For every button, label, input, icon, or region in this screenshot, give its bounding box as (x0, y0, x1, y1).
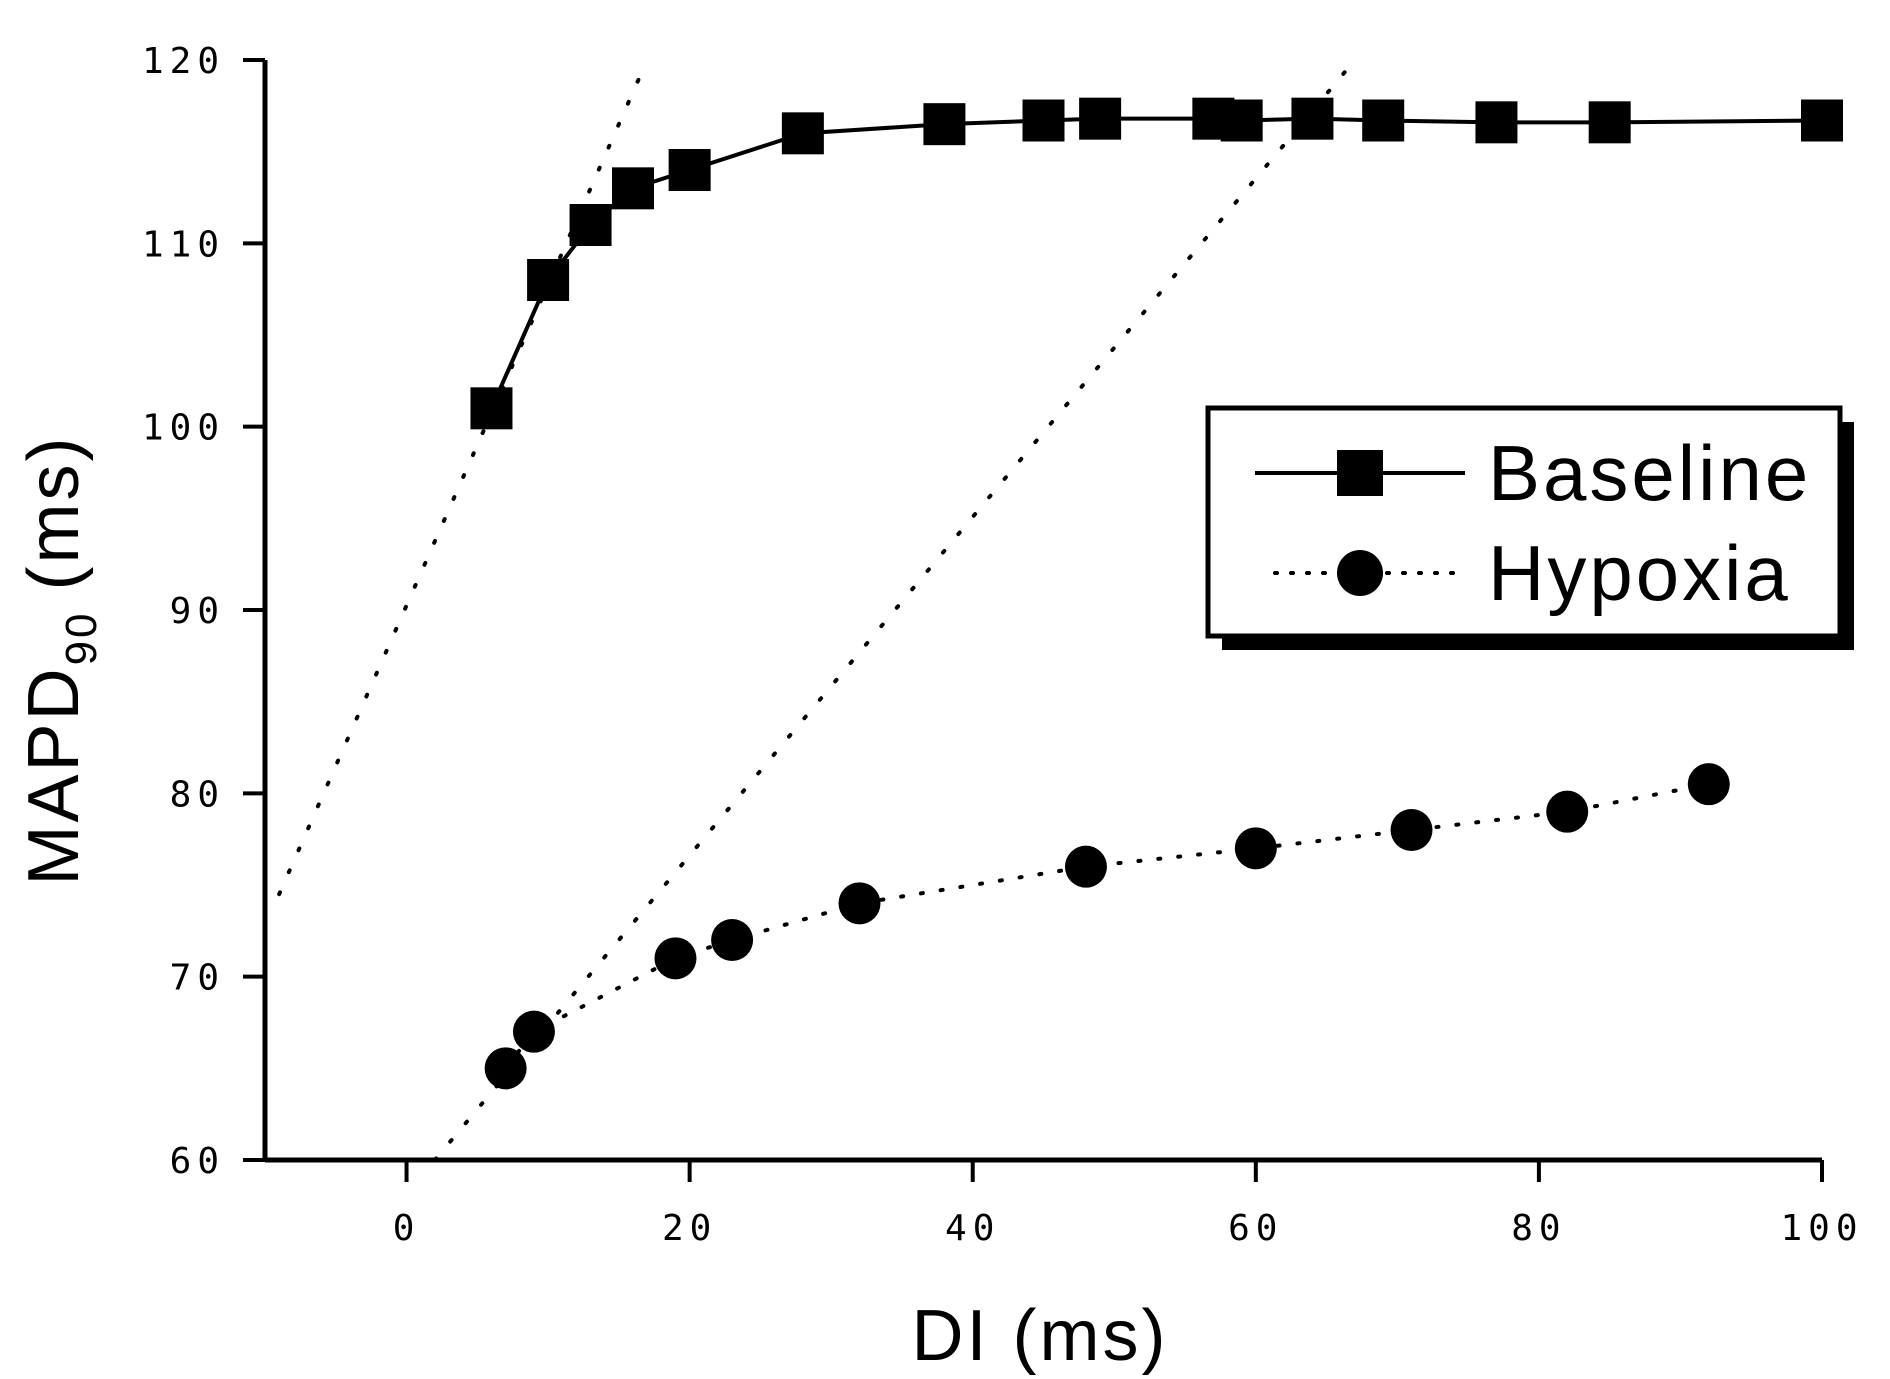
data-point (1390, 809, 1433, 851)
data-point (612, 167, 655, 210)
x-tick-label: 20 (662, 1208, 717, 1249)
y-tick-label: 100 (142, 408, 225, 449)
data-point (569, 204, 612, 246)
data-point (668, 149, 711, 191)
data-point (1291, 97, 1334, 140)
data-point (1362, 99, 1405, 142)
y-axis-title-main: MAPD (14, 665, 94, 885)
y-axis-title: MAPD90 (ms) (14, 435, 106, 886)
legend-hypoxia-label: Hypoxia (1488, 529, 1791, 617)
y-tick-label: 120 (142, 41, 225, 82)
data-point (512, 1010, 555, 1053)
data-point (1475, 101, 1518, 144)
data-point (923, 103, 966, 146)
y-tick-label: 60 (170, 1141, 225, 1182)
data-point (1588, 101, 1631, 144)
data-point (781, 112, 824, 155)
data-point (1234, 827, 1277, 870)
series-hypoxia (484, 763, 1730, 1090)
legend-baseline-label: Baseline (1488, 429, 1811, 517)
data-point (1546, 790, 1589, 833)
y-tick-label: 110 (142, 224, 225, 265)
svg-text:MAPD90(ms): MAPD90 (ms) (14, 435, 106, 886)
y-axis-title-unit: (ms) (14, 435, 94, 591)
series-line (489, 116, 1823, 410)
tangent-line (277, 58, 650, 897)
tangent-line (432, 58, 1357, 1162)
y-tick-label: 90 (170, 591, 225, 632)
series-baseline (470, 97, 1843, 430)
data-point (484, 1047, 527, 1090)
x-tick-label: 80 (1511, 1208, 1566, 1249)
y-axis-title-subscript: 90 (57, 610, 106, 665)
y-tick-label: 80 (170, 774, 225, 815)
data-point (838, 882, 881, 925)
x-ticks: 0 20 40 60 80 100 (393, 1160, 1863, 1249)
data-point (1022, 99, 1065, 142)
legend-hypoxia-marker (1337, 550, 1383, 596)
data-point (711, 919, 754, 961)
data-point (470, 387, 513, 430)
data-point (1220, 99, 1263, 142)
x-tick-label: 100 (1780, 1208, 1863, 1249)
data-point (654, 937, 697, 980)
data-point (1079, 97, 1122, 140)
y-ticks: 60 70 80 90 100 110 120 (142, 41, 265, 1182)
x-tick-label: 40 (945, 1208, 1000, 1249)
series-line (503, 782, 1711, 1071)
x-axis-title: DI (ms) (912, 1296, 1169, 1376)
tangent-lines (277, 58, 1357, 1162)
y-tick-label: 70 (170, 958, 225, 999)
legend-box (1205, 405, 1843, 639)
data-point (527, 259, 570, 301)
legend-baseline-marker (1337, 450, 1383, 496)
data-point (1064, 845, 1107, 888)
data-point (1687, 763, 1730, 806)
x-tick-label: 60 (1228, 1208, 1283, 1249)
data-point (1801, 99, 1843, 142)
series-layer (470, 97, 1843, 1090)
legend: Baseline Hypoxia (1205, 405, 1854, 650)
x-tick-label: 0 (393, 1208, 421, 1249)
